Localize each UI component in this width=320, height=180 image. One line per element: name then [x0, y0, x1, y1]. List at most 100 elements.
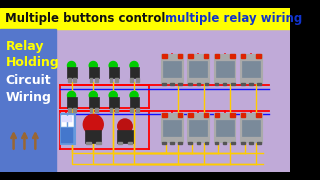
Bar: [68, 108, 71, 112]
Bar: [95, 78, 98, 82]
Bar: [89, 97, 99, 108]
Bar: [136, 78, 139, 82]
Bar: [230, 113, 235, 117]
Bar: [188, 83, 192, 85]
Bar: [214, 54, 236, 83]
Bar: [178, 54, 182, 58]
Text: Circuit: Circuit: [5, 75, 51, 87]
Bar: [61, 116, 72, 122]
Bar: [161, 54, 183, 83]
Bar: [0, 8, 290, 29]
Bar: [242, 120, 260, 136]
Bar: [73, 78, 76, 82]
Bar: [249, 83, 253, 85]
Text: Multiple buttons control: Multiple buttons control: [4, 12, 165, 25]
Bar: [162, 54, 167, 58]
Circle shape: [109, 91, 117, 100]
Circle shape: [130, 91, 138, 100]
Bar: [188, 113, 193, 117]
Bar: [170, 142, 174, 144]
Bar: [257, 83, 261, 85]
Bar: [230, 54, 235, 58]
Bar: [161, 113, 183, 142]
Circle shape: [89, 91, 97, 100]
Bar: [163, 61, 181, 77]
Bar: [130, 67, 140, 78]
Bar: [242, 61, 260, 77]
Text: Wiring: Wiring: [5, 91, 51, 104]
Bar: [231, 83, 235, 85]
Bar: [86, 142, 91, 144]
Bar: [179, 142, 182, 144]
Bar: [118, 142, 122, 144]
Bar: [205, 142, 208, 144]
Bar: [128, 142, 132, 144]
Bar: [95, 108, 98, 112]
Bar: [249, 142, 253, 144]
Bar: [231, 142, 235, 144]
Bar: [67, 97, 77, 108]
Bar: [189, 120, 207, 136]
Bar: [117, 130, 133, 143]
Bar: [131, 78, 133, 82]
Text: Relay: Relay: [5, 40, 44, 53]
Bar: [131, 108, 133, 112]
Bar: [115, 108, 118, 112]
Bar: [215, 54, 219, 58]
Bar: [90, 78, 92, 82]
Bar: [241, 142, 244, 144]
Bar: [188, 113, 209, 142]
Bar: [109, 78, 112, 82]
Bar: [109, 97, 119, 108]
Text: Holding: Holding: [5, 56, 59, 69]
Bar: [215, 83, 218, 85]
Bar: [130, 97, 140, 108]
Bar: [240, 54, 262, 83]
Circle shape: [68, 62, 76, 70]
Bar: [215, 113, 219, 117]
Bar: [162, 83, 166, 85]
Circle shape: [109, 62, 117, 70]
Circle shape: [83, 114, 103, 134]
Bar: [179, 83, 182, 85]
Bar: [256, 54, 261, 58]
Bar: [96, 142, 100, 144]
Bar: [61, 115, 66, 126]
Bar: [109, 67, 119, 78]
Bar: [240, 113, 262, 142]
Bar: [85, 130, 101, 143]
Bar: [241, 83, 244, 85]
Bar: [204, 113, 208, 117]
Bar: [205, 83, 208, 85]
Circle shape: [130, 62, 138, 70]
Bar: [216, 120, 234, 136]
Bar: [188, 142, 192, 144]
Circle shape: [118, 119, 132, 134]
Bar: [204, 54, 208, 58]
Bar: [188, 54, 193, 58]
Circle shape: [68, 91, 76, 100]
Bar: [67, 67, 77, 78]
Bar: [0, 29, 56, 172]
Bar: [189, 61, 207, 77]
Bar: [61, 128, 73, 143]
Bar: [73, 108, 76, 112]
Bar: [162, 142, 166, 144]
Bar: [223, 142, 227, 144]
Bar: [68, 115, 73, 126]
Bar: [109, 108, 112, 112]
Bar: [215, 142, 218, 144]
Text: multiple relay wiring: multiple relay wiring: [165, 12, 302, 25]
Bar: [214, 113, 236, 142]
Bar: [170, 83, 174, 85]
Bar: [188, 54, 209, 83]
Bar: [89, 67, 99, 78]
Bar: [256, 113, 261, 117]
Circle shape: [89, 62, 97, 70]
Bar: [68, 78, 71, 82]
Bar: [196, 142, 200, 144]
Bar: [115, 78, 118, 82]
Bar: [136, 108, 139, 112]
Bar: [241, 54, 245, 58]
Bar: [90, 108, 92, 112]
